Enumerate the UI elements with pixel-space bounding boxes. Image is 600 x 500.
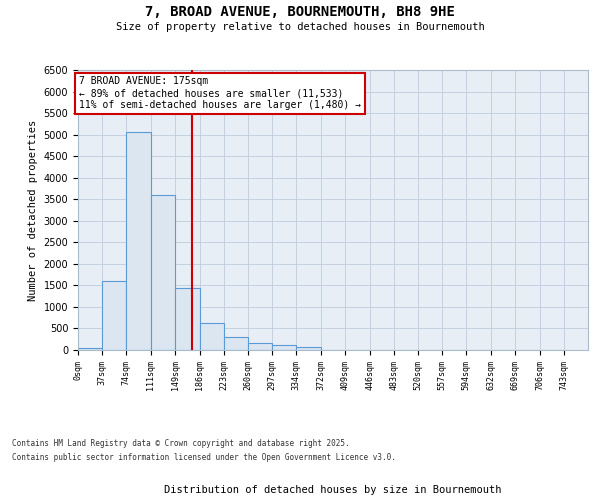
Bar [272,345,296,350]
Bar [127,132,151,350]
Bar [102,281,127,350]
Bar [224,337,248,350]
Bar [151,195,175,350]
Bar [78,348,102,350]
Bar [296,346,320,350]
Text: Distribution of detached houses by size in Bournemouth: Distribution of detached houses by size … [164,485,502,495]
Bar [175,288,200,350]
Text: 7 BROAD AVENUE: 175sqm
← 89% of detached houses are smaller (11,533)
11% of semi: 7 BROAD AVENUE: 175sqm ← 89% of detached… [79,76,361,110]
Text: Size of property relative to detached houses in Bournemouth: Size of property relative to detached ho… [116,22,484,32]
Text: Contains public sector information licensed under the Open Government Licence v3: Contains public sector information licen… [12,454,396,462]
Text: Contains HM Land Registry data © Crown copyright and database right 2025.: Contains HM Land Registry data © Crown c… [12,438,350,448]
Text: 7, BROAD AVENUE, BOURNEMOUTH, BH8 9HE: 7, BROAD AVENUE, BOURNEMOUTH, BH8 9HE [145,5,455,19]
Bar [200,324,224,350]
Y-axis label: Number of detached properties: Number of detached properties [28,120,38,300]
Bar [248,344,272,350]
